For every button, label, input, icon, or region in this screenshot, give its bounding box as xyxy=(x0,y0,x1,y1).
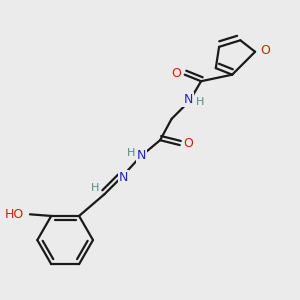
Text: O: O xyxy=(172,67,182,80)
Text: N: N xyxy=(183,93,193,106)
Text: N: N xyxy=(137,149,146,162)
Text: H: H xyxy=(127,148,135,158)
Text: O: O xyxy=(184,137,194,150)
Text: H: H xyxy=(196,97,204,107)
Text: HO: HO xyxy=(5,208,24,221)
Text: O: O xyxy=(260,44,270,57)
Text: H: H xyxy=(90,183,99,193)
Text: N: N xyxy=(119,171,128,184)
